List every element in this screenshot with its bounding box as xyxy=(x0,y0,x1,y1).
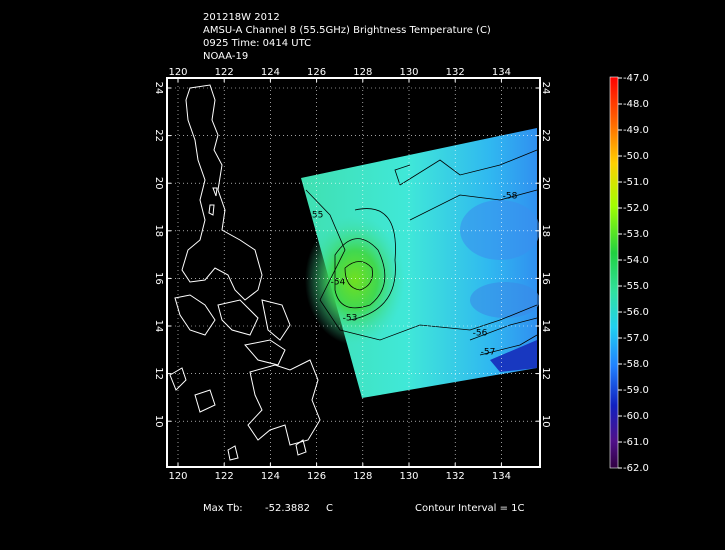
contour-label: -53 xyxy=(343,314,358,324)
colorbar-label: -52.0 xyxy=(623,203,649,214)
cold-patch xyxy=(490,340,537,372)
lon-label: 130 xyxy=(399,67,418,78)
header-line: NOAA-19 xyxy=(203,51,248,62)
lat-label: 10 xyxy=(153,415,164,428)
header: 201218W 2012 AMSU-A Channel 8 (55.5GHz) … xyxy=(203,12,491,62)
lon-label: 120 xyxy=(168,67,187,78)
lat-label: 20 xyxy=(153,177,164,190)
lon-label: 134 xyxy=(492,471,511,482)
map-area: -58 -56 -57 -55 -54 -53 xyxy=(167,78,540,467)
lon-label: 124 xyxy=(261,67,280,78)
lon-label: 120 xyxy=(168,471,187,482)
lat-label: 16 xyxy=(153,272,164,285)
lat-label: 10 xyxy=(540,415,551,428)
lon-label: 132 xyxy=(446,67,465,78)
max-value: -52.3882 xyxy=(265,503,310,514)
max-label: Max Tb: xyxy=(203,503,243,514)
colorbar-label: -61.0 xyxy=(623,437,649,448)
cold-patch xyxy=(470,282,540,318)
colorbar-label: -49.0 xyxy=(623,125,649,136)
lat-label: 18 xyxy=(540,224,551,237)
lon-label: 134 xyxy=(492,67,511,78)
colorbar-label: -60.0 xyxy=(623,411,649,422)
lat-label: 18 xyxy=(153,224,164,237)
coastlines xyxy=(169,84,321,461)
lat-label: 20 xyxy=(540,177,551,190)
colorbar-label: -51.0 xyxy=(623,177,649,188)
colorbar xyxy=(609,76,619,469)
colorbar-label: -62.0 xyxy=(623,463,649,474)
lat-label: 16 xyxy=(540,272,551,285)
lon-label: 128 xyxy=(353,471,372,482)
contours xyxy=(305,149,538,356)
lon-label: 124 xyxy=(261,471,280,482)
lon-label: 128 xyxy=(353,67,372,78)
header-line: 201218W 2012 xyxy=(203,12,280,23)
lat-label: 22 xyxy=(153,129,164,142)
colorbar-label: -48.0 xyxy=(623,99,649,110)
lon-label: 122 xyxy=(215,67,234,78)
colorbar-label: -53.0 xyxy=(623,229,649,240)
header-line: AMSU-A Channel 8 (55.5GHz) Brightness Te… xyxy=(203,25,491,36)
header-line: 0925 Time: 0414 UTC xyxy=(203,38,311,49)
map-frame xyxy=(166,77,541,468)
contour-label: -55 xyxy=(309,211,324,221)
colorbar-label: -47.0 xyxy=(623,73,649,84)
cold-patch xyxy=(460,200,540,260)
lat-label: 24 xyxy=(153,82,164,95)
colorbar-label: -55.0 xyxy=(623,281,649,292)
colorbar-label: -59.0 xyxy=(623,385,649,396)
lon-label: 130 xyxy=(399,471,418,482)
lon-label: 126 xyxy=(307,471,326,482)
lat-label: 12 xyxy=(540,367,551,380)
contour-label: -54 xyxy=(331,278,346,288)
max-unit: C xyxy=(326,503,333,514)
lon-label: 126 xyxy=(307,67,326,78)
lat-label: 24 xyxy=(540,82,551,95)
colorbar-label: -57.0 xyxy=(623,333,649,344)
contour-label: -57 xyxy=(481,348,496,358)
colorbar-label: -58.0 xyxy=(623,359,649,370)
warm-core xyxy=(305,215,405,345)
contour-label: -58 xyxy=(503,192,518,202)
footer: Max Tb: -52.3882 C Contour Interval = 1C xyxy=(203,503,525,514)
contour-label: -56 xyxy=(473,329,488,339)
lat-label: 14 xyxy=(540,320,551,333)
colorbar-label: -50.0 xyxy=(623,151,649,162)
colorbar-label: -56.0 xyxy=(623,307,649,318)
contour-interval: Contour Interval = 1C xyxy=(415,503,525,514)
lat-label: 22 xyxy=(540,129,551,142)
lat-label: 12 xyxy=(153,367,164,380)
lon-label: 132 xyxy=(446,471,465,482)
colorbar-label: -54.0 xyxy=(623,255,649,266)
lon-label: 122 xyxy=(215,471,234,482)
lat-label: 14 xyxy=(153,320,164,333)
